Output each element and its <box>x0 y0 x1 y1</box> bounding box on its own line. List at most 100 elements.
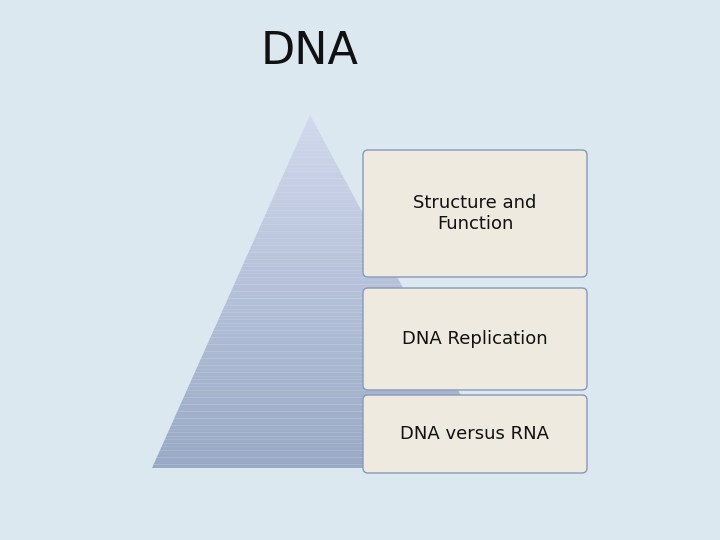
Polygon shape <box>198 362 445 366</box>
Polygon shape <box>274 193 354 196</box>
Polygon shape <box>174 415 474 418</box>
Polygon shape <box>206 345 436 348</box>
Polygon shape <box>184 394 462 397</box>
Polygon shape <box>235 278 400 281</box>
Polygon shape <box>197 366 447 369</box>
Polygon shape <box>176 411 472 415</box>
Polygon shape <box>193 373 451 376</box>
Polygon shape <box>299 136 323 140</box>
Polygon shape <box>173 418 475 422</box>
Polygon shape <box>282 175 344 179</box>
Polygon shape <box>283 172 342 175</box>
Polygon shape <box>302 129 320 133</box>
Polygon shape <box>202 352 439 355</box>
Polygon shape <box>179 404 468 408</box>
Polygon shape <box>266 210 363 214</box>
Polygon shape <box>246 256 388 260</box>
FancyBboxPatch shape <box>363 150 587 277</box>
Polygon shape <box>182 397 464 401</box>
Polygon shape <box>256 232 374 235</box>
Polygon shape <box>275 189 352 193</box>
Polygon shape <box>158 450 492 454</box>
Polygon shape <box>165 436 485 440</box>
FancyBboxPatch shape <box>363 288 587 390</box>
Polygon shape <box>242 264 392 267</box>
FancyBboxPatch shape <box>363 395 587 473</box>
Polygon shape <box>157 454 495 457</box>
Polygon shape <box>240 267 394 271</box>
Polygon shape <box>160 447 490 450</box>
Polygon shape <box>217 320 422 323</box>
Polygon shape <box>267 207 361 210</box>
Polygon shape <box>161 443 489 447</box>
Polygon shape <box>225 302 413 306</box>
Polygon shape <box>238 274 397 278</box>
Polygon shape <box>247 253 386 256</box>
Polygon shape <box>156 457 496 461</box>
Polygon shape <box>251 242 380 246</box>
Polygon shape <box>300 133 321 136</box>
Polygon shape <box>292 150 331 154</box>
Polygon shape <box>279 182 348 186</box>
Polygon shape <box>297 140 325 143</box>
Polygon shape <box>288 161 337 164</box>
Polygon shape <box>308 115 312 118</box>
Polygon shape <box>166 433 483 436</box>
Polygon shape <box>258 228 373 232</box>
Polygon shape <box>269 203 359 207</box>
Polygon shape <box>289 157 335 161</box>
Polygon shape <box>181 401 466 404</box>
Polygon shape <box>280 179 346 182</box>
Polygon shape <box>210 334 430 338</box>
Polygon shape <box>209 338 431 341</box>
Polygon shape <box>169 426 479 429</box>
Polygon shape <box>215 323 424 327</box>
Polygon shape <box>250 246 382 249</box>
Polygon shape <box>201 355 441 359</box>
Text: Structure and
Function: Structure and Function <box>413 194 536 233</box>
Polygon shape <box>239 271 395 274</box>
Polygon shape <box>234 281 401 285</box>
Polygon shape <box>287 164 338 168</box>
Polygon shape <box>152 464 500 468</box>
Polygon shape <box>305 122 315 126</box>
Polygon shape <box>243 260 390 264</box>
Polygon shape <box>291 154 333 157</box>
Polygon shape <box>271 200 358 203</box>
Polygon shape <box>296 143 327 147</box>
Polygon shape <box>153 461 498 464</box>
Polygon shape <box>190 380 454 383</box>
Polygon shape <box>284 168 341 172</box>
Polygon shape <box>186 387 458 390</box>
Polygon shape <box>294 147 329 150</box>
Polygon shape <box>222 309 416 313</box>
Text: DNA: DNA <box>261 30 359 73</box>
Polygon shape <box>212 330 428 334</box>
Polygon shape <box>248 249 384 253</box>
Polygon shape <box>207 341 433 345</box>
Polygon shape <box>228 295 409 299</box>
Polygon shape <box>263 218 367 221</box>
Polygon shape <box>264 214 365 218</box>
Polygon shape <box>199 359 443 362</box>
Polygon shape <box>261 221 369 225</box>
Polygon shape <box>223 306 415 309</box>
Polygon shape <box>177 408 469 411</box>
Polygon shape <box>214 327 426 330</box>
Polygon shape <box>230 292 407 295</box>
Polygon shape <box>253 239 379 242</box>
Polygon shape <box>192 376 452 380</box>
Text: DNA versus RNA: DNA versus RNA <box>400 425 549 443</box>
Polygon shape <box>185 390 460 394</box>
Polygon shape <box>194 369 449 373</box>
Polygon shape <box>276 186 350 189</box>
Polygon shape <box>220 313 418 316</box>
Polygon shape <box>259 225 371 228</box>
Polygon shape <box>233 285 403 288</box>
Polygon shape <box>226 299 410 302</box>
Polygon shape <box>304 126 318 129</box>
Polygon shape <box>272 196 356 200</box>
Polygon shape <box>168 429 481 433</box>
Polygon shape <box>163 440 487 443</box>
Polygon shape <box>171 422 477 426</box>
